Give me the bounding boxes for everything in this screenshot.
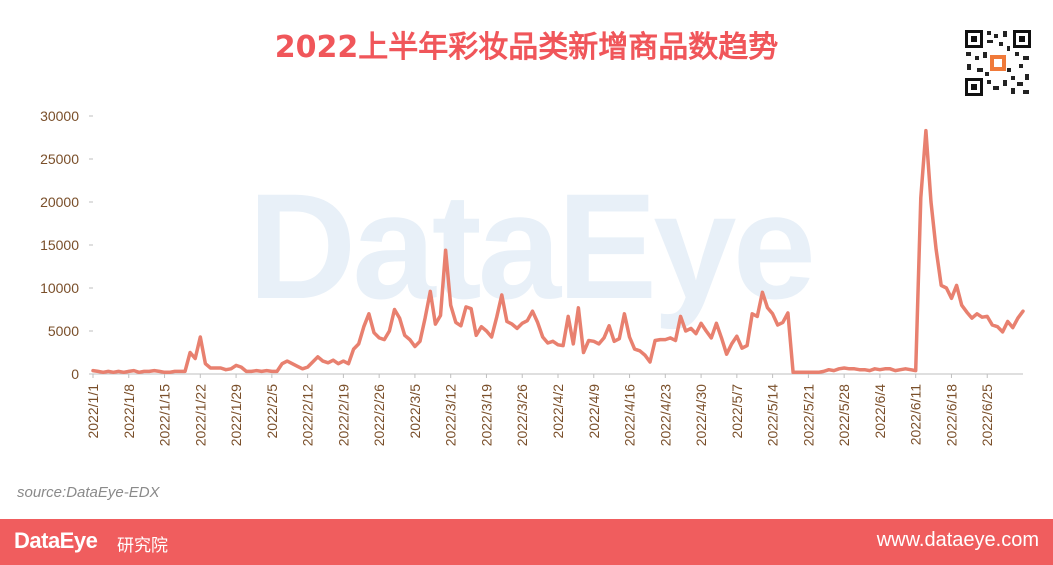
x-tick-label: 2022/5/21 [800, 384, 816, 446]
x-tick-label: 2022/1/1 [85, 384, 101, 439]
series-line [91, 128, 1025, 375]
x-tick-label: 2022/3/26 [514, 384, 530, 446]
x-tick-label: 2022/6/25 [979, 384, 995, 446]
y-tick-label: 5000 [48, 323, 79, 339]
x-tick-label: 2022/2/5 [264, 384, 280, 439]
x-tick-label: 2022/3/19 [478, 384, 494, 446]
footer-brand-logo: DataEye [14, 528, 98, 553]
x-tick-label: 2022/5/14 [765, 384, 781, 446]
x-tick-label: 2022/3/5 [407, 384, 423, 439]
y-tick-label: 25000 [40, 151, 79, 167]
x-tick-label: 2022/3/12 [443, 384, 459, 446]
footer-brand-sub: 研究院 [117, 536, 168, 556]
x-tick-label: 2022/6/4 [872, 384, 888, 439]
footer-bar: DataEye 研究院 www.dataeye.com [0, 519, 1053, 565]
x-tick-label: 2022/5/28 [836, 384, 852, 446]
y-tick-label: 15000 [40, 237, 79, 253]
x-tick-label: 2022/4/23 [657, 384, 673, 446]
line-chart: 0 5000 10000 15000 20000 25000 30000 2022/1/1 20… [40, 108, 1025, 446]
x-tick-label: 2022/2/12 [300, 384, 316, 446]
x-tick-label: 2022/6/11 [908, 384, 924, 445]
qr-code-icon [963, 28, 1033, 98]
x-tick-label: 2022/6/18 [943, 384, 959, 446]
x-tick-label: 2022/1/22 [192, 384, 208, 446]
x-tick-label: 2022/4/9 [586, 384, 602, 439]
x-tick-label: 2022/2/19 [335, 384, 351, 446]
source-note: source:DataEye-EDX [17, 484, 160, 501]
x-tick-label: 2022/4/2 [550, 384, 566, 439]
x-tick-label: 2022/4/16 [622, 384, 638, 446]
y-tick-label: 0 [71, 366, 79, 382]
x-tick-label: 2022/5/7 [729, 384, 745, 439]
x-tick-label: 2022/2/26 [371, 384, 387, 446]
x-tick-label: 2022/4/30 [693, 384, 709, 446]
footer-url[interactable]: www.dataeye.com [876, 529, 1039, 551]
x-tick-label: 2022/1/15 [157, 384, 173, 446]
x-tick-label: 2022/1/29 [228, 384, 244, 446]
chart-title: 2022上半年彩妆品类新增商品数趋势 [274, 30, 779, 65]
y-tick-label: 30000 [40, 108, 79, 124]
y-tick-label: 10000 [40, 280, 79, 296]
x-tick-label: 2022/1/8 [121, 384, 137, 439]
y-tick-label: 20000 [40, 194, 79, 210]
